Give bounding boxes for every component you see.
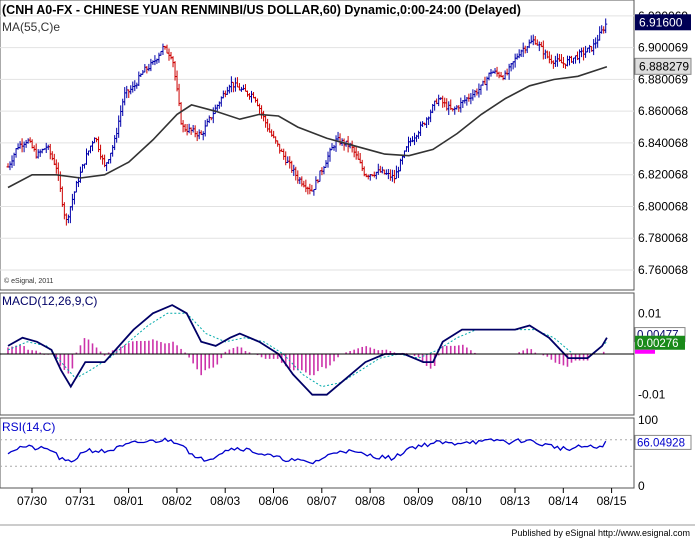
price-tick-label: 6.760068 bbox=[638, 263, 688, 277]
date-tick-label: 08/02 bbox=[162, 494, 192, 508]
date-tick-label: 08/13 bbox=[500, 494, 530, 508]
price-bar bbox=[604, 18, 608, 34]
macd-tick-label: 0.01 bbox=[638, 306, 662, 320]
date-tick-label: 08/14 bbox=[548, 494, 578, 508]
macd-histogram bbox=[7, 338, 605, 376]
copyright-label: © eSignal, 2011 bbox=[4, 277, 54, 285]
date-tick-label: 08/01 bbox=[114, 494, 144, 508]
macd-label: MACD(12,26,9,C) bbox=[2, 294, 97, 308]
signal-value-box bbox=[635, 335, 685, 350]
date-tick-label: 08/15 bbox=[597, 494, 627, 508]
price-tick-label: 6.880069 bbox=[638, 72, 688, 86]
macd-line bbox=[7, 304, 608, 396]
date-tick-label: 08/06 bbox=[258, 494, 288, 508]
price-tick-label: 6.900069 bbox=[638, 41, 688, 55]
rsi-label: RSI(14,C) bbox=[2, 420, 55, 434]
rsi-panel bbox=[0, 417, 635, 489]
price-axis: 6.760068 6.780068 6.800068 6.820068 6.840068… bbox=[634, 9, 692, 277]
price-bars bbox=[6, 18, 608, 226]
signal-marker bbox=[635, 349, 655, 354]
price-tick-label: 6.860068 bbox=[638, 104, 688, 118]
rsi-tick-label: 0 bbox=[638, 479, 645, 493]
rsi-line bbox=[7, 437, 607, 465]
x-axis: 07/30 07/31 08/01 08/02 08/03 08/06 08/07 08/08… bbox=[17, 488, 627, 508]
rsi-axis: 0 100 66.04928 bbox=[634, 413, 692, 493]
ma-value-label: 6.888279 bbox=[639, 59, 689, 73]
last-price-box bbox=[635, 14, 691, 31]
signal-value-label: 0.00276 bbox=[637, 338, 679, 350]
rsi-value-label: 66.04928 bbox=[637, 437, 685, 449]
chart-title: (CNH A0-FX - CHINESE YUAN RENMINBI/US DO… bbox=[2, 3, 521, 17]
price-tick-label: 6.800068 bbox=[638, 199, 688, 213]
price-panel bbox=[0, 0, 635, 291]
ma-value-box bbox=[634, 57, 692, 75]
date-tick-label: 08/03 bbox=[210, 494, 240, 508]
last-price-label: 6.91600 bbox=[639, 15, 683, 29]
date-tick-label: 08/08 bbox=[355, 494, 385, 508]
rsi-tick-label: 100 bbox=[638, 413, 658, 427]
ma-label: MA(55,C)e bbox=[2, 20, 60, 34]
date-tick-label: 08/09 bbox=[403, 494, 433, 508]
rsi-guides bbox=[0, 439, 634, 467]
price-tick-label: 6.820068 bbox=[638, 168, 688, 182]
date-tick-label: 08/10 bbox=[452, 494, 482, 508]
published-by: Published by eSignal http://www.esignal.… bbox=[511, 528, 690, 538]
date-tick-label: 07/30 bbox=[17, 494, 47, 508]
price-tick-label: 6.780068 bbox=[638, 231, 688, 245]
rsi-value-box bbox=[634, 434, 692, 450]
price-tick-label: 6.840068 bbox=[638, 136, 688, 150]
ma-line bbox=[7, 66, 608, 189]
macd-tick-label: -0.01 bbox=[638, 388, 666, 402]
price-grid bbox=[0, 15, 634, 271]
date-tick-label: 08/07 bbox=[307, 494, 337, 508]
date-tick-label: 07/31 bbox=[65, 494, 95, 508]
